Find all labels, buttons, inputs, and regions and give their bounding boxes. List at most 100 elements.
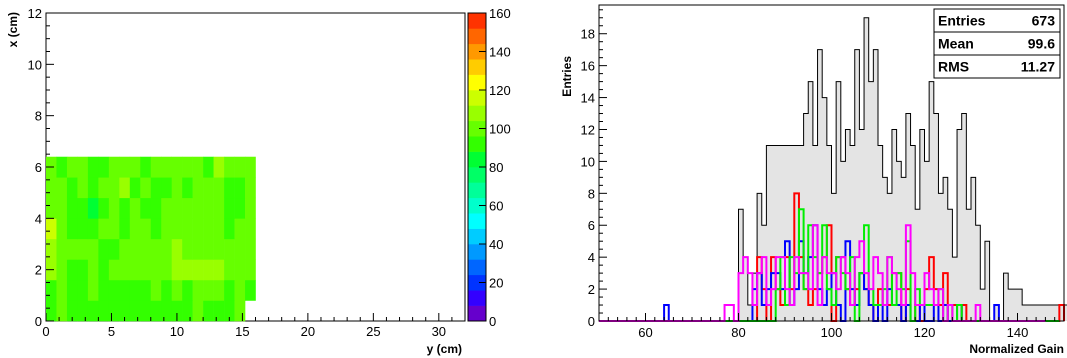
heatmap-cell	[245, 238, 256, 260]
heatmap-cell	[224, 259, 235, 281]
stats-box-frame	[933, 8, 1061, 79]
histogram-total-fill	[599, 17, 1067, 321]
histogram-y-tick-label: 2	[588, 282, 595, 297]
heatmap-cell	[245, 259, 256, 281]
heatmap-cell	[119, 156, 131, 178]
heatmap-cell	[77, 279, 89, 301]
heatmap-cell	[77, 156, 89, 178]
heatmap-cell	[192, 238, 204, 260]
stats-label: RMS	[938, 59, 969, 75]
heatmap-cell	[140, 177, 152, 199]
histogram-x-tick-label: 60	[638, 325, 652, 340]
heatmap-cell	[87, 218, 99, 240]
colorbar-tick-label: 40	[489, 237, 503, 252]
heatmap-y-axis: 0 2 4 6 8 10 12	[28, 6, 54, 329]
heatmap-cell	[56, 177, 68, 199]
histogram-y-tick-label: 12	[581, 122, 595, 137]
heatmap-cell	[213, 218, 225, 240]
histogram-y-tick-label: 10	[581, 154, 595, 169]
heatmap-cell	[161, 218, 172, 240]
heatmap-cell	[224, 197, 235, 219]
colorbar-segment	[468, 105, 486, 122]
heatmap-cell	[129, 177, 141, 199]
heatmap-cell	[224, 156, 235, 178]
heatmap-cell	[203, 156, 214, 178]
heatmap-cell	[98, 197, 110, 219]
histogram-x-tick-label: 120	[914, 325, 936, 340]
heatmap-cell	[108, 156, 120, 178]
heatmap-cell	[203, 218, 214, 240]
heatmap-cell	[182, 259, 193, 281]
stats-value: 11.27	[1021, 59, 1055, 75]
heatmap-cell	[108, 177, 120, 199]
heatmap-cell	[192, 156, 204, 178]
heatmap-cell	[234, 177, 246, 199]
heatmap-cell	[87, 197, 99, 219]
histogram-x-tick-label: 100	[821, 325, 843, 340]
heatmap-cell	[192, 218, 204, 240]
heatmap-cell	[77, 177, 89, 199]
heatmap-cell	[150, 259, 162, 281]
heatmap-cell	[108, 259, 120, 281]
colorbar-segment	[468, 290, 486, 306]
histogram-x-axis: 60 80 100 120 140	[598, 313, 1065, 340]
histogram-panel: 60 80 100 120 140 0 2 4 6 8 10 12 14 16 18 Normalized…	[560, 4, 1067, 356]
heatmap-cell	[245, 177, 256, 199]
heatmap-cell	[66, 197, 78, 219]
colorbar-segment	[468, 13, 486, 29]
colorbar-segment	[468, 28, 486, 45]
heatmap-cell	[46, 197, 57, 219]
heatmap-cell	[66, 238, 78, 260]
heatmap-cell	[140, 238, 152, 260]
heatmap-cell	[98, 177, 110, 199]
colorbar-tick-label: 60	[489, 199, 503, 214]
colorbar-segment	[468, 120, 486, 137]
heatmap-cell	[66, 279, 78, 301]
heatmap-cell	[192, 177, 204, 199]
histogram-x-tick-label: 80	[731, 325, 745, 340]
heatmap-cell	[46, 218, 57, 240]
heatmap-cell	[87, 300, 99, 322]
histogram-y-tick-label: 8	[588, 186, 595, 201]
heatmap-cell	[161, 300, 172, 322]
colorbar-segment	[468, 151, 486, 168]
heatmap-cell	[66, 218, 78, 240]
heatmap-cell	[77, 238, 89, 260]
heatmap-cell	[224, 218, 235, 240]
heatmap-cell	[129, 156, 141, 178]
histogram-x-tick-label: 140	[1007, 325, 1029, 340]
heatmap-cell	[213, 197, 225, 219]
heatmap-cell	[234, 279, 246, 301]
heatmap-cell	[171, 197, 183, 219]
heatmap-cell	[119, 300, 131, 322]
heatmap-cell	[192, 197, 204, 219]
heatmap-cell	[171, 279, 183, 301]
heatmap-cell	[203, 259, 214, 281]
stats-value: 673	[1032, 13, 1056, 29]
heatmap-cell	[56, 279, 68, 301]
heatmap-cell	[150, 197, 162, 219]
heatmap-cell	[129, 279, 141, 301]
colorbar-tick-label: 20	[489, 276, 503, 291]
colorbar-segment	[468, 59, 486, 75]
heatmap-cell	[140, 156, 152, 178]
histogram-y-tick-label: 0	[588, 314, 595, 329]
heatmap-cell	[119, 197, 131, 219]
heatmap-cell	[224, 177, 235, 199]
heatmap-cell	[182, 218, 193, 240]
heatmap-cell	[213, 238, 225, 260]
heatmap-cell	[171, 300, 183, 322]
heatmap-panel: 0 5 10 15 20 25 30 0 2 4 6 8 10 12 y (cm) x (cm) 0 20…	[6, 6, 511, 356]
heatmap-y-tick-label: 12	[28, 6, 42, 21]
heatmap-cell	[56, 300, 68, 322]
colorbar-tick-label: 160	[489, 6, 511, 21]
heatmap-x-tick-label: 20	[301, 324, 315, 339]
heatmap-cell	[98, 279, 110, 301]
heatmap-cell	[150, 238, 162, 260]
heatmap-cell	[203, 279, 214, 301]
heatmap-y-tick-label: 10	[28, 57, 42, 72]
heatmap-y-tick-label: 4	[35, 211, 42, 226]
heatmap-cell	[77, 218, 89, 240]
colorbar-segment	[468, 244, 486, 260]
heatmap-y-tick-label: 6	[35, 160, 42, 175]
